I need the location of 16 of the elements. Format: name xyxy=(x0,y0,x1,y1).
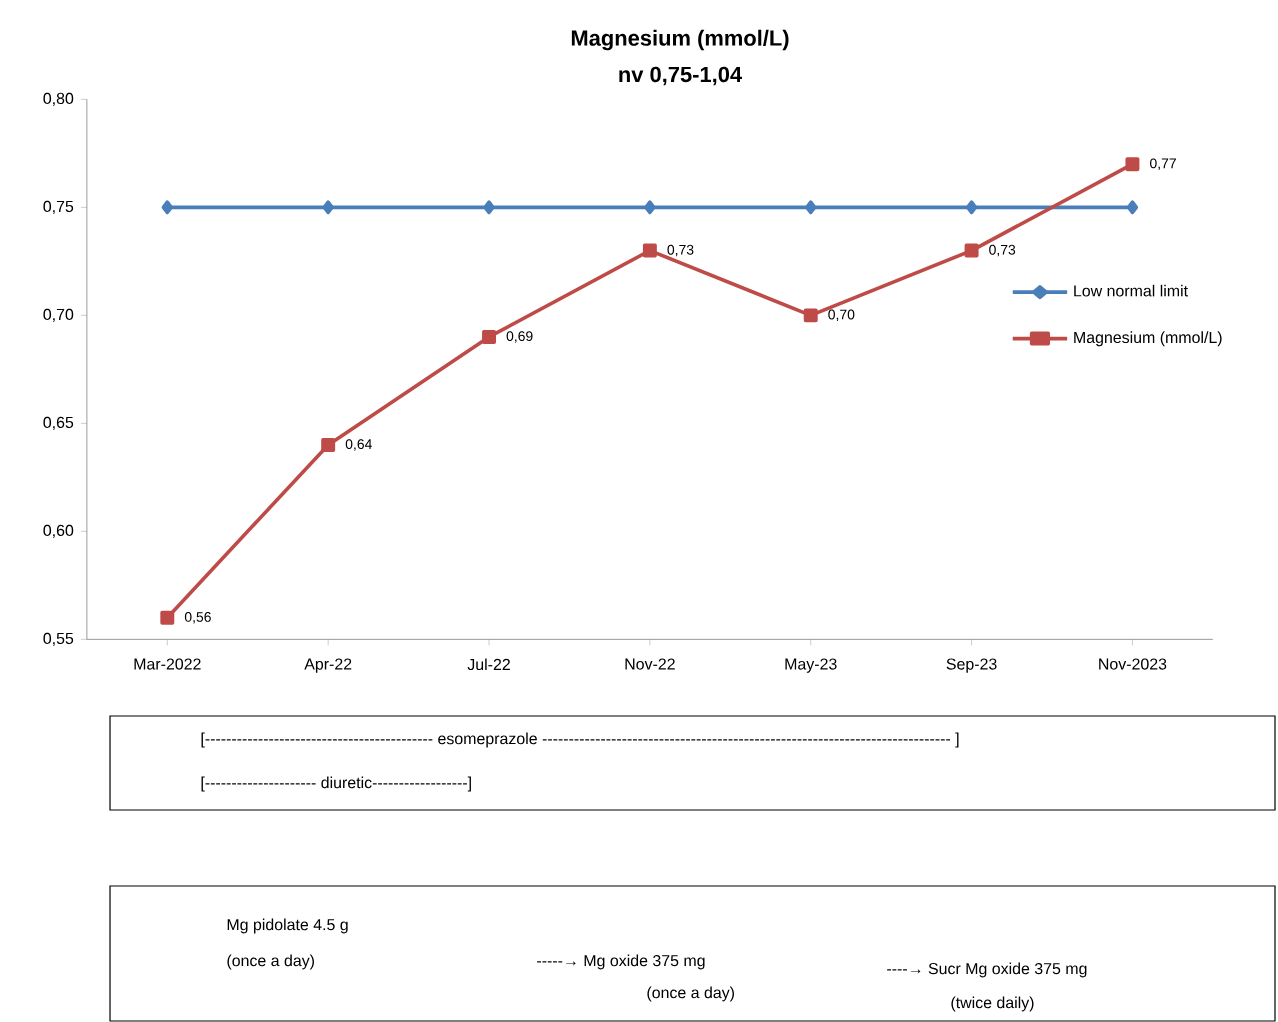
point xyxy=(161,200,173,215)
point xyxy=(644,200,656,215)
point xyxy=(803,308,818,323)
point xyxy=(805,200,817,215)
chart-title: Magnesium (mmol/L) xyxy=(571,29,789,51)
chart-subtitle: nv 0,75-1,04 xyxy=(619,66,742,86)
point xyxy=(482,329,496,344)
point xyxy=(642,243,657,258)
point xyxy=(1125,157,1140,172)
point xyxy=(160,610,175,625)
point xyxy=(483,200,495,215)
point xyxy=(964,243,979,258)
point xyxy=(965,200,978,215)
point xyxy=(321,437,336,452)
point xyxy=(322,200,334,215)
point xyxy=(1126,200,1139,215)
